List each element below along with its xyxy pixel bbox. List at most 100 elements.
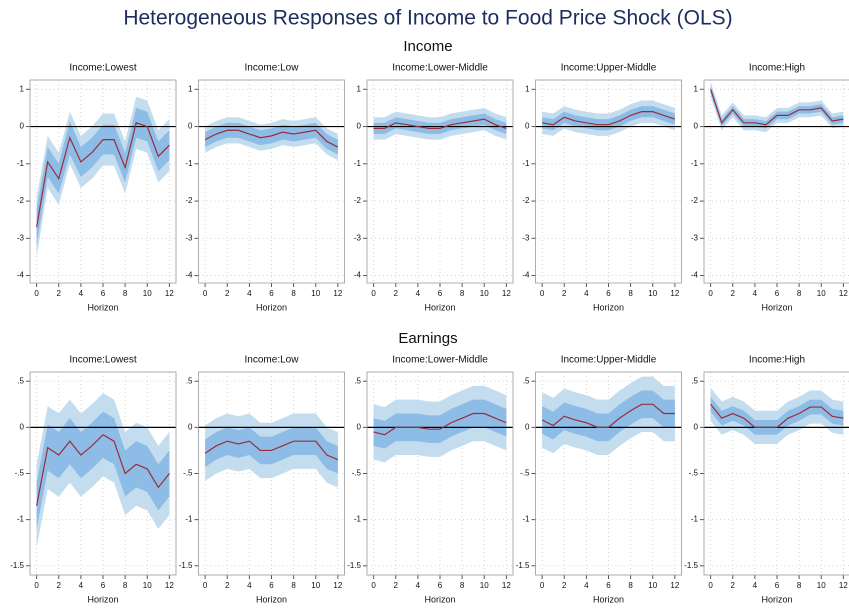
x-tick-label: 8 [123,289,128,298]
panel-title: Income:High [749,355,805,366]
confidence-band [710,85,844,129]
y-tick-label: .5 [691,376,698,385]
y-tick-label: 0 [694,122,699,131]
x-tick-label: 6 [101,581,106,590]
plot-frame [535,371,682,576]
panel: Income:Low .5 0 -.5 -1 -1.5 0 2 4 6 8 10 12 Horizon [179,355,345,604]
row-title: Earnings [398,330,457,347]
x-tick-label: 6 [606,581,611,590]
plot-frame [29,79,177,284]
x-tick-label: 8 [291,289,296,298]
x-tick-label: 8 [628,289,633,298]
plot-frame [703,79,849,284]
x-tick-label: 0 [34,289,39,298]
x-tick-label: 4 [753,289,758,298]
y-tick-label: -3 [354,233,362,242]
confidence-band [373,113,507,135]
x-tick-label: 12 [333,289,342,298]
estimate-line [36,122,170,228]
x-tick-label: 12 [839,581,848,590]
y-tick-label: -1.5 [10,561,24,570]
x-tick-label: 4 [247,289,252,298]
x-tick-label: 6 [269,289,274,298]
confidence-band [542,390,675,442]
y-tick-label: -4 [17,271,25,280]
y-tick-label: .5 [17,376,24,385]
y-tick-label: 0 [525,122,530,131]
x-tick-label: 8 [797,289,802,298]
x-tick-label: 4 [753,581,758,590]
x-tick-label: 10 [817,581,826,590]
y-tick-label: -2 [185,196,193,205]
y-tick-label: -1 [17,159,25,168]
estimate-line [204,129,339,148]
y-tick-label: -4 [691,271,699,280]
x-tick-label: 10 [143,289,152,298]
x-tick-label: 0 [708,581,713,590]
y-tick-label: 0 [357,422,362,431]
x-tick-label: 4 [247,581,252,590]
x-tick-label: 10 [480,289,489,298]
plot-frame [198,371,345,576]
estimate-line [36,433,170,506]
y-tick-label: -2 [17,196,25,205]
y-tick-label: 0 [357,122,362,131]
x-tick-label: 6 [101,289,106,298]
x-axis-label: Horizon [424,594,455,604]
x-axis-label: Horizon [761,302,792,312]
y-tick-label: 0 [20,122,25,131]
y-tick-label: -1 [17,515,25,524]
y-tick-label: -1.5 [684,561,698,570]
panel: Income:Upper-Middle .5 0 -.5 -1 -1.5 0 2 4 6 8 10 12… [516,355,682,604]
confidence-band [373,399,507,449]
y-tick-label: -4 [354,271,362,280]
panel-title: Income:Lower-Middle [392,355,488,366]
x-tick-label: 2 [731,289,736,298]
x-tick-label: 4 [79,581,84,590]
panel-title: Income:Lowest [69,355,136,366]
y-tick-label: -1 [522,515,530,524]
panel-title: Income:High [749,63,805,74]
y-tick-label: -1 [522,159,530,168]
x-tick-label: 6 [775,289,780,298]
y-tick-label: -1 [185,159,193,168]
y-tick-label: -1 [691,515,699,524]
estimate-line [542,111,676,126]
y-tick-label: 0 [188,422,193,431]
y-tick-label: 1 [694,84,699,93]
y-tick-label: -1.5 [347,561,361,570]
x-tick-label: 0 [371,289,376,298]
x-tick-label: 2 [394,581,399,590]
y-tick-label: -2 [522,196,530,205]
panel-title: Income:Low [245,63,300,74]
y-tick-label: 1 [188,84,193,93]
x-tick-label: 0 [34,581,39,590]
x-tick-label: 6 [606,289,611,298]
x-tick-label: 6 [775,581,780,590]
x-axis-label: Horizon [87,302,118,312]
y-tick-label: 1 [525,84,530,93]
x-tick-label: 10 [648,581,657,590]
plot-frame [366,371,514,576]
panel-title: Income:Lowest [69,63,136,74]
y-tick-label: -3 [17,233,25,242]
x-tick-label: 12 [165,289,174,298]
y-tick-label: -.5 [689,469,699,478]
x-axis-label: Horizon [424,302,455,312]
x-tick-label: 8 [460,581,465,590]
x-tick-label: 2 [57,581,62,590]
x-tick-label: 0 [540,581,545,590]
figure-title: Heterogeneous Responses of Income to Foo… [123,7,732,30]
y-tick-label: 0 [694,422,699,431]
y-tick-label: -4 [522,271,530,280]
x-tick-label: 0 [371,581,376,590]
y-tick-label: .5 [186,376,193,385]
x-tick-label: 0 [203,289,208,298]
x-tick-label: 2 [225,289,230,298]
confidence-band [36,107,170,246]
x-axis-label: Horizon [593,302,624,312]
